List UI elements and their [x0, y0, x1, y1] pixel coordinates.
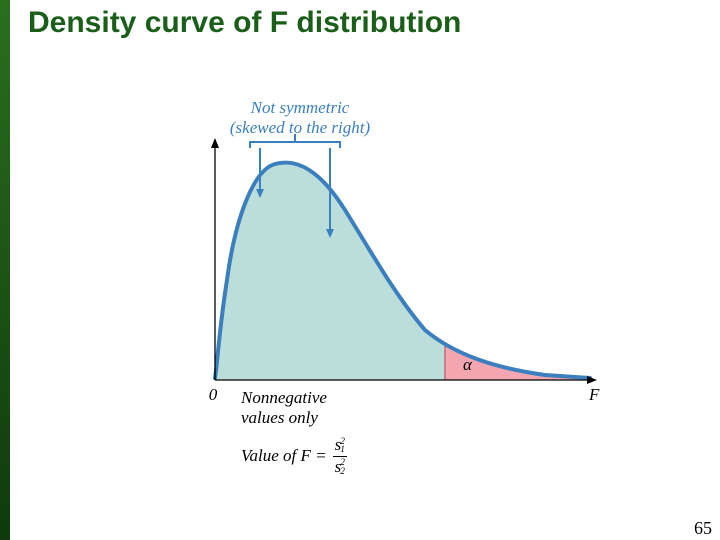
slide-left-accent-bar	[0, 0, 10, 540]
formula-den-supsub: 22	[340, 459, 345, 476]
alpha-label: α	[463, 355, 473, 374]
formula-value-of-f: Value of F = s21 s22	[241, 436, 347, 476]
formula-num-supsub: 21	[340, 438, 345, 455]
formula-den-sub: 2	[340, 468, 345, 476]
top-annotation-line1: Not symmetric	[225, 98, 375, 118]
nonnegative-line1: Nonnegative	[241, 388, 327, 408]
page-number: 65	[694, 518, 712, 539]
formula-denominator: s22	[333, 458, 347, 477]
slide-title: Density curve of F distribution	[28, 6, 461, 40]
nonnegative-line2: values only	[241, 408, 327, 428]
nonnegative-annotation: Nonnegative values only	[241, 388, 327, 429]
formula-prefix: Value of F =	[241, 446, 327, 466]
f-distribution-diagram: 0 F α Not symmetric (skewed to the right…	[175, 100, 605, 420]
formula-num-sub: 1	[340, 446, 345, 454]
origin-label: 0	[209, 385, 218, 404]
top-annotation: Not symmetric (skewed to the right)	[225, 98, 375, 139]
x-axis-arrowhead	[587, 376, 597, 384]
formula-numerator: s21	[333, 436, 347, 455]
x-end-label: F	[588, 385, 600, 404]
f-distribution-svg: 0 F α	[175, 100, 605, 500]
y-axis-arrowhead	[211, 138, 219, 148]
top-annotation-line2: (skewed to the right)	[225, 118, 375, 138]
formula-fraction: s21 s22	[333, 436, 347, 476]
